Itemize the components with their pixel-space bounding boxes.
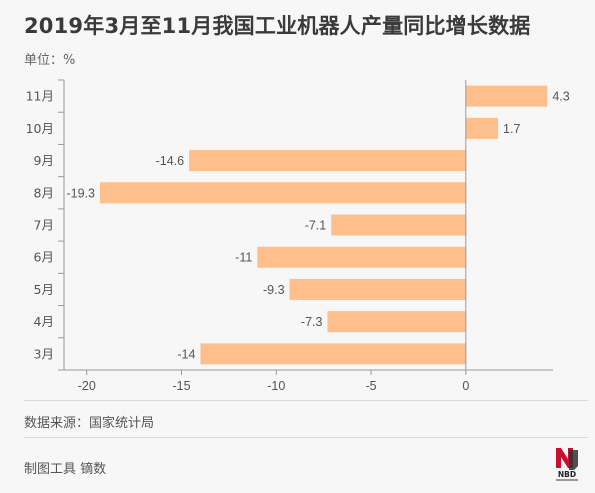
credit-text: 制图工具 镝数 bbox=[24, 462, 107, 477]
source-text: 数据来源：国家统计局 bbox=[24, 416, 155, 431]
bar-4 bbox=[331, 214, 466, 236]
x-tick-label-0: -20 bbox=[78, 379, 96, 393]
x-tick-label-3: -5 bbox=[365, 379, 376, 393]
x-tick-label-4: 0 bbox=[462, 379, 469, 393]
value-label-7: -7.3 bbox=[301, 315, 323, 329]
bar-8 bbox=[200, 343, 466, 365]
bar-0 bbox=[465, 85, 548, 107]
unit-label: 单位：% bbox=[24, 53, 76, 68]
bar-7 bbox=[327, 311, 466, 333]
bar-chart: 4.3 11月 1.7 10月 -14.6 9月 -19.3 8月 -7.1 7月 -11 6月 -9.… bbox=[26, 79, 570, 393]
bar-5 bbox=[257, 246, 466, 268]
value-label-6: -9.3 bbox=[263, 283, 285, 297]
category-label-3: 8月 bbox=[34, 185, 54, 200]
category-label-1: 10月 bbox=[26, 121, 54, 136]
category-label-8: 3月 bbox=[34, 346, 54, 361]
category-label-0: 11月 bbox=[26, 89, 54, 104]
value-label-8: -14 bbox=[177, 347, 195, 361]
svg-text:NBD: NBD bbox=[558, 470, 576, 479]
value-label-3: -19.3 bbox=[67, 186, 96, 200]
category-label-6: 5月 bbox=[34, 282, 54, 297]
value-label-5: -11 bbox=[235, 251, 252, 265]
category-label-5: 6月 bbox=[34, 250, 54, 265]
divider-bottom bbox=[24, 437, 588, 438]
category-label-4: 7月 bbox=[34, 218, 54, 233]
bar-3 bbox=[100, 182, 466, 204]
category-label-7: 4月 bbox=[34, 314, 54, 329]
divider-top bbox=[24, 400, 588, 401]
value-label-2: -14.6 bbox=[156, 154, 185, 168]
chart-title: 2019年3月至11月我国工业机器人产量同比增长数据 bbox=[24, 14, 531, 38]
category-label-2: 9月 bbox=[34, 153, 54, 168]
bar-1 bbox=[465, 117, 499, 139]
x-tick-label-1: -15 bbox=[172, 379, 190, 393]
bar-6 bbox=[289, 278, 466, 300]
value-label-1: 1.7 bbox=[503, 122, 520, 136]
x-tick-label-2: -10 bbox=[267, 379, 285, 393]
bar-2 bbox=[189, 150, 466, 172]
value-label-4: -7.1 bbox=[305, 219, 327, 233]
value-label-0: 4.3 bbox=[552, 90, 569, 104]
nbd-logo-icon: NBD bbox=[556, 448, 578, 481]
